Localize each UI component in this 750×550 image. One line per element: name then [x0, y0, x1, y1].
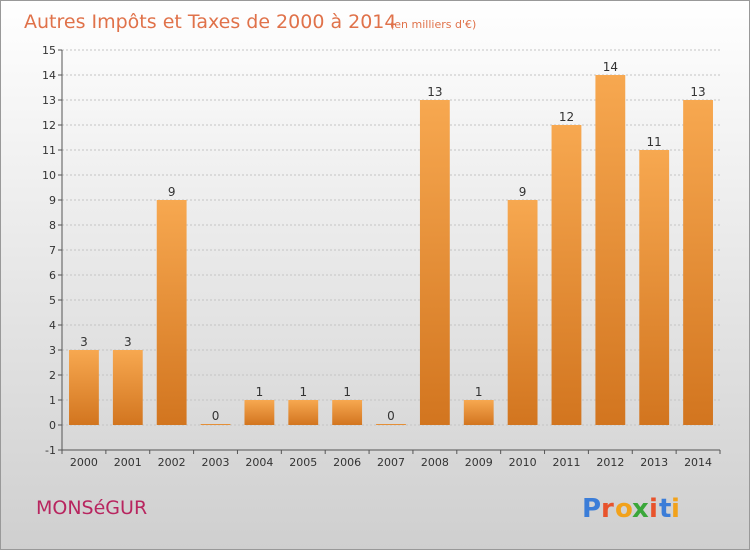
bar-2013 — [639, 150, 670, 425]
x-tick-label-2004: 2004 — [245, 456, 273, 469]
data-label-2006: 1 — [343, 385, 351, 399]
data-label-2005: 1 — [299, 385, 307, 399]
y-tick-label: 9 — [49, 194, 56, 207]
data-label-2004: 1 — [256, 385, 264, 399]
x-tick-label-2014: 2014 — [684, 456, 712, 469]
bar-2001 — [112, 350, 143, 425]
x-tick-label-2008: 2008 — [421, 456, 449, 469]
data-label-2012: 14 — [603, 60, 618, 74]
y-tick-label: 1 — [49, 394, 56, 407]
data-label-2013: 11 — [647, 135, 662, 149]
data-label-2001: 3 — [124, 335, 132, 349]
x-tick-label-2011: 2011 — [552, 456, 580, 469]
x-tick-label-2003: 2003 — [202, 456, 230, 469]
y-tick-label: 12 — [42, 119, 56, 132]
bar-2008 — [419, 100, 450, 425]
brand-letter: P — [582, 494, 601, 524]
y-tick-label: 3 — [49, 344, 56, 357]
y-tick-label: 11 — [42, 144, 56, 157]
data-label-2010: 9 — [519, 185, 527, 199]
x-tick-label-2012: 2012 — [596, 456, 624, 469]
location-name: MONSéGUR — [36, 497, 147, 519]
bar-2002 — [156, 200, 187, 425]
plot-area: -101234567891011121314153200032001920020… — [42, 44, 721, 469]
bar-2000 — [69, 350, 99, 425]
y-tick-label: 5 — [49, 294, 56, 307]
y-tick-label: 13 — [42, 94, 56, 107]
x-tick-label-2002: 2002 — [158, 456, 186, 469]
x-tick-label-2005: 2005 — [289, 456, 317, 469]
x-tick-label-2010: 2010 — [509, 456, 537, 469]
y-tick-label: 2 — [49, 369, 56, 382]
x-tick-label-2001: 2001 — [114, 456, 142, 469]
brand-letter: x — [632, 494, 649, 524]
bar-2010 — [507, 200, 538, 425]
bar-2005 — [288, 400, 319, 425]
data-label-2014: 13 — [690, 85, 705, 99]
chart-subtitle: (en milliers d'€) — [390, 18, 476, 31]
x-tick-label-2000: 2000 — [70, 456, 98, 469]
bar-2009 — [463, 400, 494, 425]
y-tick-label: 10 — [42, 169, 56, 182]
y-tick-label: 6 — [49, 269, 56, 282]
y-tick-label: 8 — [49, 219, 56, 232]
data-label-2009: 1 — [475, 385, 483, 399]
data-label-2008: 13 — [427, 85, 442, 99]
brand-letter: t — [659, 494, 671, 524]
y-tick-label: 15 — [42, 44, 56, 57]
data-label-2003: 0 — [212, 409, 220, 423]
bar-2011 — [551, 125, 582, 425]
x-tick-label-2013: 2013 — [640, 456, 668, 469]
x-tick-label-2007: 2007 — [377, 456, 405, 469]
brand-letter: r — [601, 494, 614, 524]
bar-2003 — [200, 424, 231, 425]
y-tick-label: 14 — [42, 69, 56, 82]
y-tick-label: 0 — [49, 419, 56, 432]
data-label-2011: 12 — [559, 110, 574, 124]
bar-2004 — [244, 400, 275, 425]
chart-title: Autres Impôts et Taxes de 2000 à 2014 — [24, 11, 397, 33]
x-tick-label-2009: 2009 — [465, 456, 493, 469]
data-label-2002: 9 — [168, 185, 176, 199]
data-label-2000: 3 — [80, 335, 88, 349]
bar-2014 — [683, 100, 713, 425]
x-tick-label-2006: 2006 — [333, 456, 361, 469]
bar-2007 — [376, 424, 406, 425]
brand-letter: i — [671, 494, 680, 524]
brand-letter: i — [649, 494, 658, 524]
y-tick-label: 7 — [49, 244, 56, 257]
bar-2012 — [595, 75, 626, 425]
y-tick-label: 4 — [49, 319, 56, 332]
brand-letter: o — [615, 494, 633, 524]
data-label-2007: 0 — [387, 409, 395, 423]
bar-2006 — [332, 400, 363, 425]
y-tick-label: -1 — [45, 444, 56, 457]
